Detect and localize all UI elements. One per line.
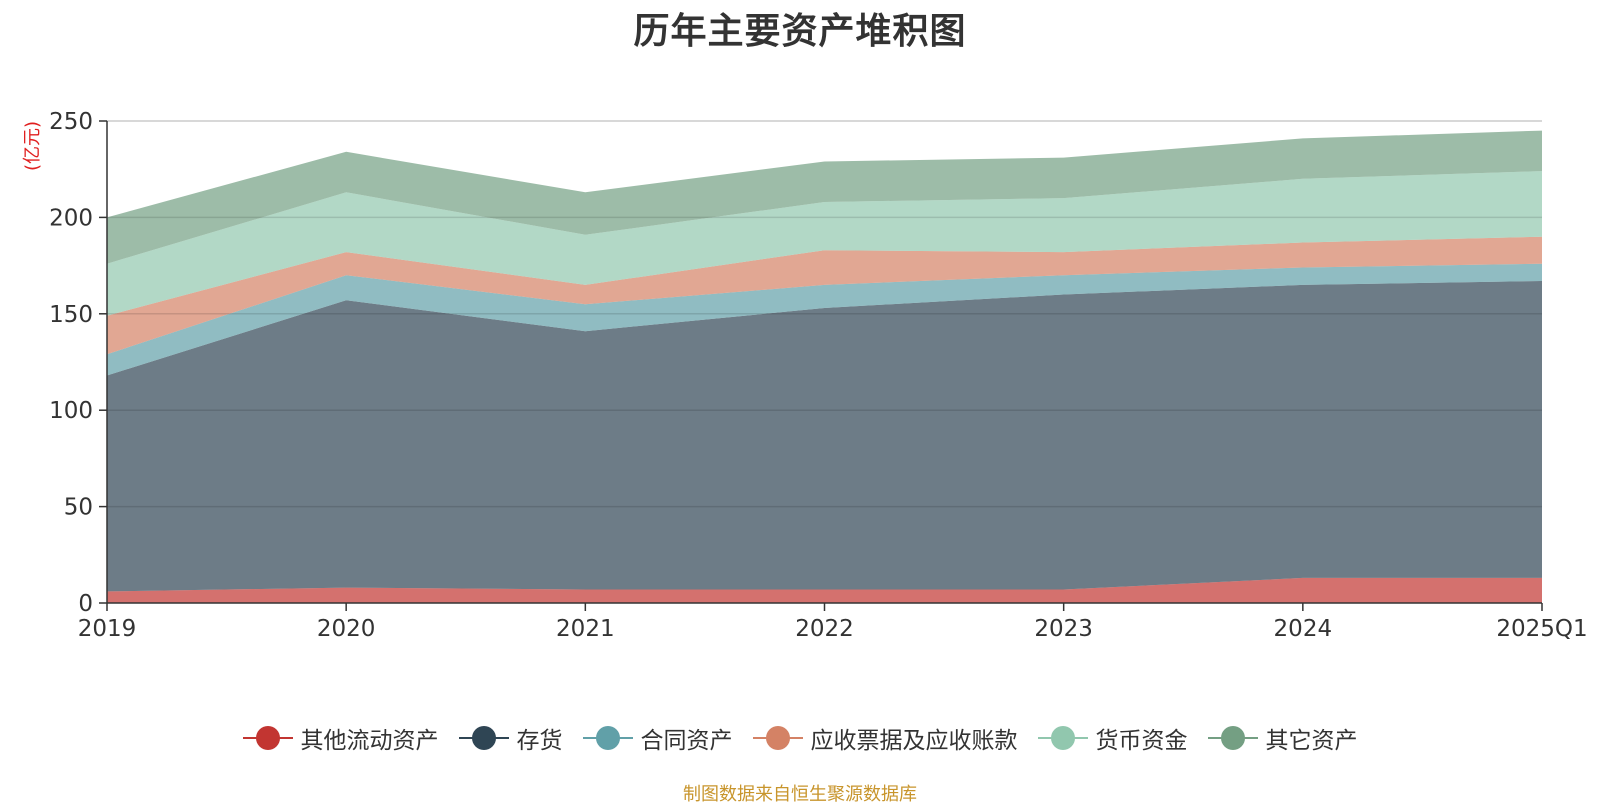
legend-marker-icon (458, 724, 509, 752)
y-tick-label-250: 250 (49, 109, 93, 135)
area-series-0 (107, 577, 1542, 603)
legend-item-5[interactable]: 其它资产 (1207, 721, 1358, 755)
chart-legend: 其他流动资产 存货 合同资产 应收票据及应收账款 货币资金 其它资产 (0, 718, 1600, 758)
area-series-1 (107, 281, 1542, 592)
x-tick-label-5: 2024 (1274, 616, 1333, 642)
legend-item-1[interactable]: 存货 (458, 721, 563, 755)
x-tick-label-6: 2025Q1 (1496, 616, 1587, 642)
x-tick-label-4: 2023 (1034, 616, 1093, 642)
x-tick-label-0: 2019 (78, 616, 137, 642)
legend-label: 其它资产 (1265, 728, 1358, 754)
y-tick-label-100: 100 (49, 398, 93, 424)
legend-label: 存货 (516, 728, 563, 754)
area-series-2 (107, 263, 1542, 376)
y-axis-unit-label: (亿元) (22, 121, 43, 171)
y-tick-label-50: 50 (64, 495, 93, 521)
legend-label: 应收票据及应收账款 (810, 728, 1018, 754)
source-note: 制图数据来自恒生聚源数据库 (683, 784, 917, 805)
grid-layer (107, 120, 1542, 508)
chart-title: 历年主要资产堆积图 (633, 11, 967, 52)
legend-item-0[interactable]: 其他流动资产 (242, 721, 439, 755)
legend-marker-icon (242, 724, 293, 752)
y-tick-label-200: 200 (49, 205, 93, 231)
legend-marker-icon (1207, 724, 1258, 752)
area-layer (107, 130, 1542, 603)
area-series-3 (107, 236, 1542, 355)
stacked-area-chart: 0 50 100 150 200 250 2019 2020 2021 2022 2023 2024 2… (22, 109, 1588, 642)
x-tick-label-3: 2022 (795, 616, 854, 642)
legend-label: 合同资产 (640, 728, 733, 754)
legend-item-4[interactable]: 货币资金 (1037, 721, 1188, 755)
area-series-4 (107, 171, 1542, 316)
legend-item-2[interactable]: 合同资产 (582, 721, 733, 755)
legend-label: 货币资金 (1095, 728, 1188, 754)
legend-label: 其他流动资产 (300, 728, 439, 754)
y-tick-label-150: 150 (49, 302, 93, 328)
legend-marker-icon (582, 724, 633, 752)
y-tick-label-0: 0 (78, 591, 93, 617)
x-tick-label-1: 2020 (317, 616, 376, 642)
x-tick-label-2: 2021 (556, 616, 615, 642)
area-series-5 (107, 130, 1542, 264)
legend-item-3[interactable]: 应收票据及应收账款 (752, 721, 1018, 755)
legend-marker-icon (752, 724, 803, 752)
legend-marker-icon (1037, 724, 1088, 752)
